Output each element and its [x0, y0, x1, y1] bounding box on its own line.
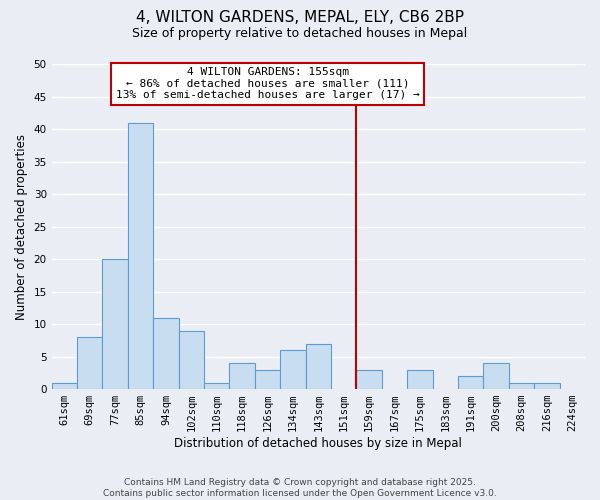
Text: 4 WILTON GARDENS: 155sqm
← 86% of detached houses are smaller (111)
13% of semi-: 4 WILTON GARDENS: 155sqm ← 86% of detach… [116, 68, 419, 100]
Bar [356, 370, 382, 389]
X-axis label: Distribution of detached houses by size in Mepal: Distribution of detached houses by size … [175, 437, 462, 450]
Text: Size of property relative to detached houses in Mepal: Size of property relative to detached ho… [133, 28, 467, 40]
Bar [509, 382, 534, 389]
Y-axis label: Number of detached properties: Number of detached properties [15, 134, 28, 320]
Bar [280, 350, 305, 389]
Bar [179, 330, 204, 389]
Bar [255, 370, 280, 389]
Bar [305, 344, 331, 389]
Bar [229, 363, 255, 389]
Text: Contains HM Land Registry data © Crown copyright and database right 2025.
Contai: Contains HM Land Registry data © Crown c… [103, 478, 497, 498]
Bar [52, 382, 77, 389]
Bar [534, 382, 560, 389]
Bar [458, 376, 484, 389]
Bar [103, 259, 128, 389]
Bar [204, 382, 229, 389]
Bar [77, 337, 103, 389]
Text: 4, WILTON GARDENS, MEPAL, ELY, CB6 2BP: 4, WILTON GARDENS, MEPAL, ELY, CB6 2BP [136, 10, 464, 25]
Bar [407, 370, 433, 389]
Bar [128, 122, 153, 389]
Bar [153, 318, 179, 389]
Bar [484, 363, 509, 389]
